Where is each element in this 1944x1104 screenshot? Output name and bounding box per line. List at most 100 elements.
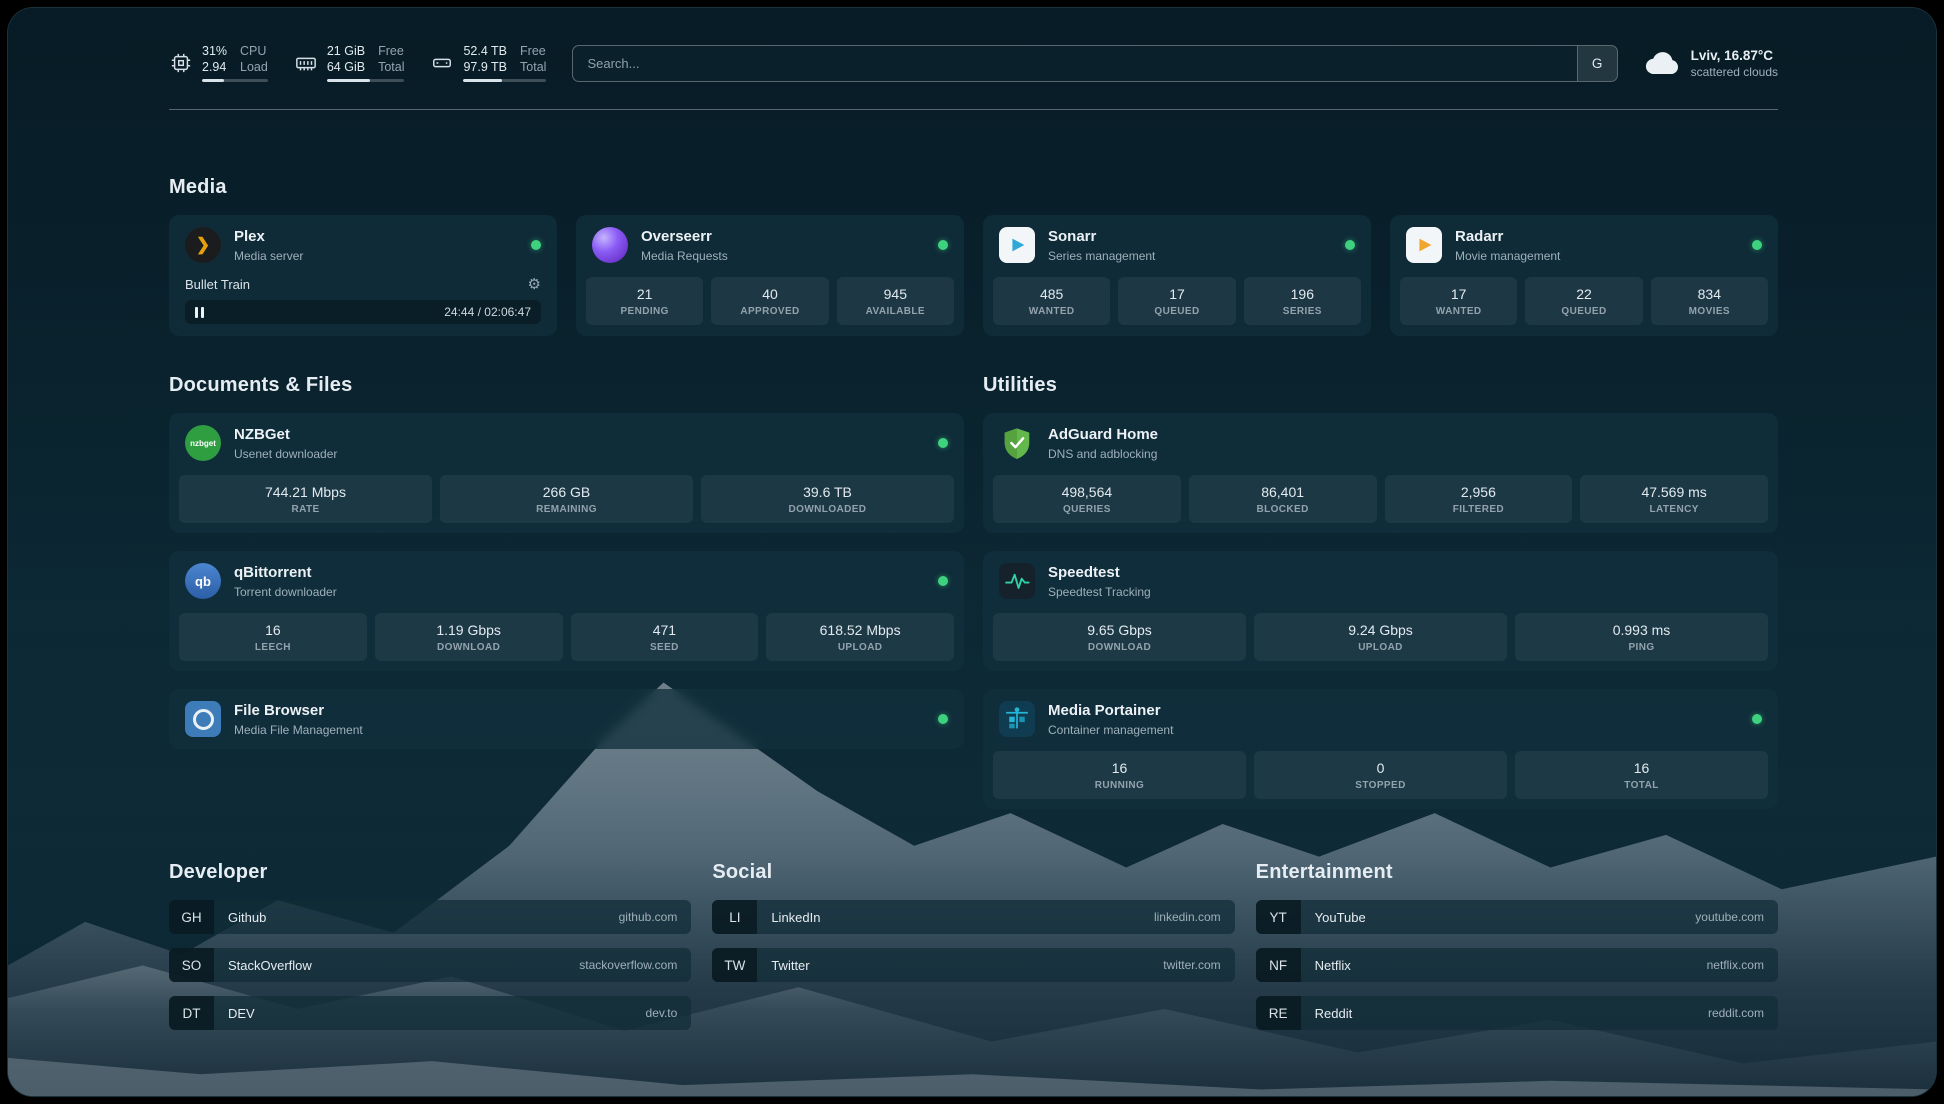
bookmark-abbr: DT <box>169 996 214 1030</box>
service-card-sonarr[interactable]: Sonarr Series management 485 WANTED 17 Q… <box>983 215 1371 336</box>
dashboard-screen: 31% 2.94 CPU Load <box>7 7 1937 1097</box>
search-input[interactable] <box>573 55 1577 71</box>
pause-icon[interactable] <box>195 306 204 318</box>
memory-free-value: 21 GiB <box>326 44 366 58</box>
memory-icon <box>294 51 318 75</box>
bookmark-youtube[interactable]: YT YouTube youtube.com <box>1255 900 1778 934</box>
bookmark-group-developer: Developer GH Github github.com SO StackO… <box>169 861 692 1044</box>
service-description: Movie management <box>1455 248 1561 263</box>
service-name: Plex <box>234 227 265 245</box>
stat-leech: 16 LEECH <box>179 613 367 661</box>
nzbget-icon: nzbget <box>185 425 221 461</box>
status-dot <box>1345 240 1355 250</box>
bookmark-stackoverflow[interactable]: SO StackOverflow stackoverflow.com <box>169 948 692 982</box>
service-card-radarr[interactable]: Radarr Movie management 17 WANTED 22 QUE… <box>1390 215 1778 336</box>
bookmark-linkedin[interactable]: LI LinkedIn linkedin.com <box>712 900 1235 934</box>
service-description: Media server <box>234 248 304 263</box>
service-description: Series management <box>1048 248 1156 263</box>
stat-queued: 22 QUEUED <box>1525 277 1643 325</box>
stat-upload: 9.24 Gbps UPLOAD <box>1254 613 1507 661</box>
bookmark-group-social: Social LI LinkedIn linkedin.com TW Twitt… <box>712 861 1235 1044</box>
stat-seed: 471 SEED <box>570 613 759 661</box>
plex-icon: ❯ <box>185 227 221 263</box>
cpu-load-value: 2.94 <box>202 60 227 74</box>
bookmark-abbr: NF <box>1255 948 1301 982</box>
weather-widget[interactable]: Lviv, 16.87°C scattered clouds <box>1644 48 1778 79</box>
service-card-nzbget[interactable]: nzbget NZBGet Usenet downloader 744.21 M… <box>169 413 964 533</box>
bookmark-name: Github <box>228 909 267 925</box>
disk-total-label: Total <box>520 60 547 74</box>
playback-time: 24:44 / 02:06:47 <box>444 305 531 319</box>
bookmark-url: youtube.com <box>1695 910 1764 924</box>
memory-total-value: 64 GiB <box>326 60 366 74</box>
disk-usage-bar <box>463 79 547 82</box>
stat-ping: 0.993 ms PING <box>1515 613 1768 661</box>
section-media: ❯ Plex Media server Bullet Train ⚙ 24:44… <box>169 215 1778 336</box>
status-dot <box>1752 714 1762 724</box>
bookmark-url: reddit.com <box>1707 1006 1764 1020</box>
now-playing-title: Bullet Train <box>185 277 251 292</box>
bookmark-abbr: TW <box>712 948 758 982</box>
bookmark-abbr: LI <box>712 900 758 934</box>
stat-queries: 498,564 QUERIES <box>993 475 1181 523</box>
bookmark-name: DEV <box>228 1005 255 1021</box>
service-name: qBittorrent <box>234 563 312 581</box>
service-card-filebrowser[interactable]: File Browser Media File Management <box>169 689 964 749</box>
service-card-portainer[interactable]: Media Portainer Container management 16 … <box>983 689 1778 809</box>
stat-download: 9.65 Gbps DOWNLOAD <box>993 613 1246 661</box>
service-description: Media File Management <box>234 722 363 737</box>
stat-wanted: 485 WANTED <box>993 277 1111 325</box>
memory-widget: 21 GiB 64 GiB Free Total <box>294 44 405 82</box>
service-name: Media Portainer <box>1048 701 1161 719</box>
radarr-icon <box>1406 227 1442 263</box>
bookmark-url: netflix.com <box>1706 958 1764 972</box>
bookmark-reddit[interactable]: RE Reddit reddit.com <box>1255 996 1778 1030</box>
bookmark-group-entertainment: Entertainment YT YouTube youtube.com NF … <box>1255 861 1778 1044</box>
section-title-developer: Developer <box>169 861 268 883</box>
disk-icon <box>430 51 454 75</box>
speedtest-icon <box>999 563 1035 599</box>
plex-now-playing: Bullet Train ⚙ 24:44 / 02:06:47 <box>169 275 557 336</box>
sonarr-icon <box>999 227 1035 263</box>
bookmark-twitter[interactable]: TW Twitter twitter.com <box>712 948 1235 982</box>
section-title-media: Media <box>169 176 227 198</box>
section-title-utilities: Utilities <box>983 374 1058 396</box>
service-card-qbittorrent[interactable]: qb qBittorrent Torrent downloader 16 LEE… <box>169 551 964 671</box>
service-description: Torrent downloader <box>234 584 337 599</box>
cpu-usage-bar <box>202 79 268 82</box>
stat-remaining: 266 GB REMAINING <box>440 475 693 523</box>
filebrowser-icon <box>185 701 221 737</box>
bookmark-name: StackOverflow <box>228 957 312 973</box>
stat-series: 196 SERIES <box>1243 277 1361 325</box>
service-card-plex[interactable]: ❯ Plex Media server Bullet Train ⚙ 24:44… <box>169 215 557 336</box>
stat-approved: 40 APPROVED <box>711 277 829 325</box>
bookmark-name: YouTube <box>1314 909 1366 925</box>
service-description: DNS and adblocking <box>1048 446 1158 461</box>
status-dot <box>938 576 948 586</box>
bookmark-github[interactable]: GH Github github.com <box>169 900 692 934</box>
status-dot <box>938 714 948 724</box>
stat-downloaded: 39.6 TB DOWNLOADED <box>701 475 954 523</box>
search-bar: G <box>572 44 1618 82</box>
playback-bar[interactable]: 24:44 / 02:06:47 <box>185 300 541 324</box>
weather-condition: scattered clouds <box>1690 64 1778 79</box>
service-description: Usenet downloader <box>234 446 338 461</box>
bookmark-url: stackoverflow.com <box>579 958 678 972</box>
gear-icon[interactable]: ⚙ <box>527 276 541 293</box>
service-description: Media Requests <box>641 248 728 263</box>
service-card-speedtest[interactable]: Speedtest Speedtest Tracking 9.65 Gbps D… <box>983 551 1778 671</box>
service-card-adguard[interactable]: AdGuard Home DNS and adblocking 498,564 … <box>983 413 1778 533</box>
service-name: NZBGet <box>234 425 290 443</box>
stat-download: 1.19 Gbps DOWNLOAD <box>374 613 563 661</box>
status-dot <box>531 240 541 250</box>
bookmark-netflix[interactable]: NF Netflix netflix.com <box>1255 948 1778 982</box>
bookmark-dev[interactable]: DT DEV dev.to <box>169 996 692 1030</box>
cpu-usage-value: 31% <box>202 44 228 58</box>
portainer-icon <box>999 701 1035 737</box>
adguard-icon <box>999 425 1035 461</box>
bookmarks-area: Developer GH Github github.com SO StackO… <box>169 861 1778 1044</box>
search-provider-button[interactable]: G <box>1576 45 1617 81</box>
service-card-overseerr[interactable]: Overseerr Media Requests 21 PENDING 40 A… <box>576 215 964 336</box>
service-name: Overseerr <box>641 227 712 245</box>
cpu-load-label: Load <box>240 60 268 74</box>
